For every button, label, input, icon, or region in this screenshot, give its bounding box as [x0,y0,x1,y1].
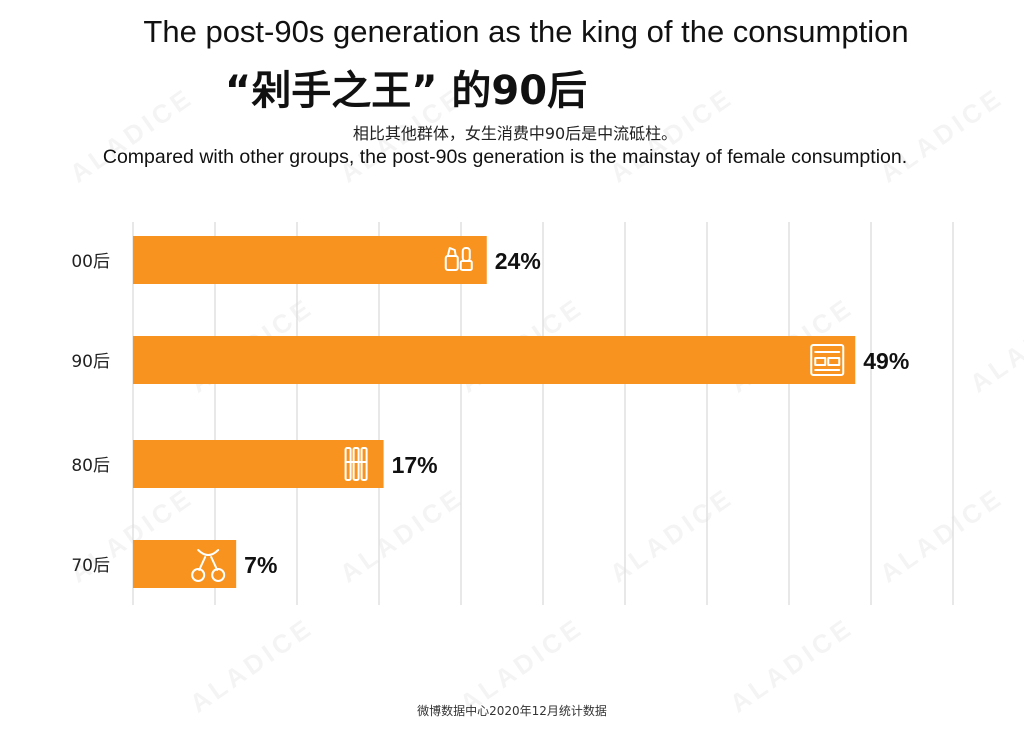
value-label: 7% [244,552,277,578]
eyelash-curler-icon [191,549,226,582]
chart-title-cn: “剁手之王” 的90后 [224,68,588,114]
bar-00后 [133,236,487,284]
value-label: 17% [392,452,438,478]
source-note: 微博数据中心2020年12月统计数据 [417,704,607,718]
chart-subtitle-cn: 相比其他群体，女生消费中90后是中流砥柱。 [352,124,678,143]
value-label: 24% [495,248,541,274]
category-label: 70后 [71,556,110,576]
category-label: 80后 [71,456,110,476]
bar-80后 [133,440,384,488]
value-label: 49% [863,348,909,374]
lipstick-icon [444,247,473,271]
eyeshadow-palette-icon [810,344,845,376]
chart-subtitle: Compared with other groups, the post-90s… [102,146,908,168]
makeup-brush-icon [344,447,368,481]
bar-90后 [133,336,856,384]
category-label: 00后 [71,252,110,272]
category-label: 90后 [71,352,110,372]
chart-title: The post-90s generation as the king of t… [143,14,909,49]
